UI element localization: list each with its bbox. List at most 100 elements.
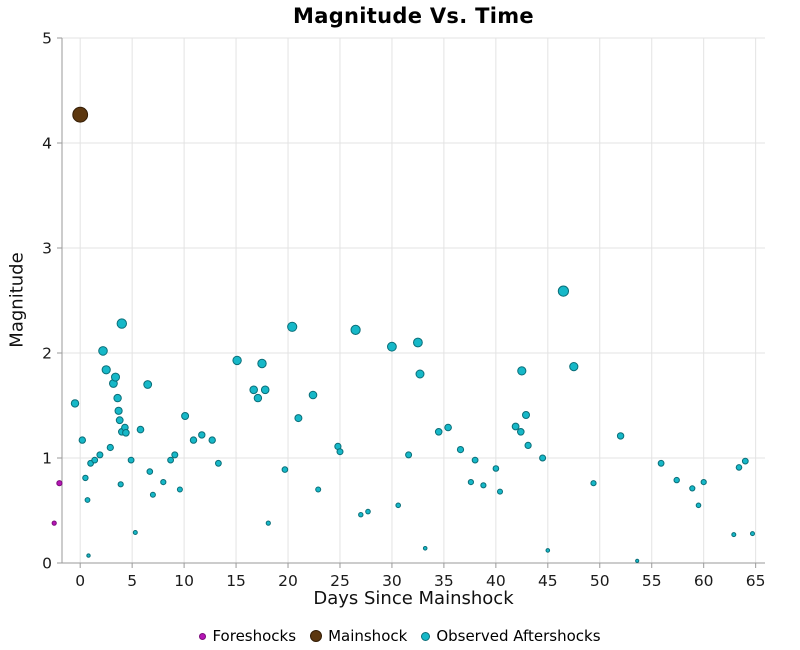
y-tick-label: 1 bbox=[42, 450, 52, 468]
aftershock-point bbox=[415, 369, 425, 379]
aftershock-point bbox=[456, 446, 465, 454]
aftershock-point bbox=[189, 436, 198, 444]
aftershock-point bbox=[167, 456, 175, 464]
legend-dot bbox=[199, 632, 207, 640]
aftershock-point bbox=[122, 429, 130, 437]
aftershock-point bbox=[265, 520, 271, 526]
x-tick-label: 65 bbox=[746, 572, 766, 590]
x-tick-label: 45 bbox=[538, 572, 558, 590]
aftershock-point bbox=[160, 479, 167, 486]
aftershock-point bbox=[281, 466, 289, 473]
aftershock-point bbox=[695, 502, 702, 509]
aftershock-point bbox=[146, 468, 154, 475]
aftershock-point bbox=[569, 362, 579, 372]
aftershock-point bbox=[78, 436, 87, 444]
chart-title: Magnitude Vs. Time bbox=[293, 4, 534, 28]
aftershock-point bbox=[471, 456, 479, 464]
aftershock-point bbox=[365, 508, 371, 515]
aftershock-point bbox=[117, 481, 124, 488]
aftershock-point bbox=[253, 393, 263, 403]
aftershock-point bbox=[84, 497, 91, 503]
legend-dot bbox=[421, 631, 431, 641]
aftershock-point bbox=[517, 366, 527, 376]
y-tick-label: 4 bbox=[42, 135, 52, 153]
x-axis-title: Days Since Mainshock bbox=[313, 588, 514, 609]
aftershock-point bbox=[82, 474, 89, 482]
aftershock-point bbox=[208, 436, 216, 444]
aftershock-point bbox=[114, 406, 123, 415]
aftershock-point bbox=[294, 414, 303, 423]
legend-item-observed-aftershocks[interactable]: Observed Aftershocks bbox=[421, 627, 601, 645]
aftershock-point bbox=[287, 321, 298, 332]
x-tick-label: 0 bbox=[75, 572, 85, 590]
aftershock-point bbox=[98, 346, 108, 356]
aftershock-point bbox=[101, 365, 111, 375]
aftershock-point bbox=[524, 441, 532, 449]
aftershock-point bbox=[215, 459, 222, 467]
x-tick-label: 55 bbox=[642, 572, 662, 590]
aftershock-point bbox=[308, 390, 318, 400]
aftershock-point bbox=[260, 385, 270, 395]
aftershock-point bbox=[511, 422, 520, 431]
aftershock-point bbox=[492, 465, 500, 472]
aftershock-point bbox=[171, 451, 179, 459]
aftershock-point bbox=[111, 372, 120, 382]
legend-label: Observed Aftershocks bbox=[436, 627, 601, 645]
aftershock-point bbox=[106, 443, 114, 452]
aftershock-point bbox=[480, 482, 487, 489]
legend-item-mainshock[interactable]: Mainshock bbox=[310, 627, 407, 645]
aftershock-point bbox=[497, 488, 503, 495]
legend-dot bbox=[310, 630, 323, 642]
legend-label: Mainshock bbox=[328, 627, 408, 645]
x-tick-label: 25 bbox=[330, 572, 350, 590]
x-tick-label: 5 bbox=[127, 572, 137, 590]
aftershock-point bbox=[336, 448, 344, 456]
aftershock-point bbox=[116, 318, 128, 329]
aftershock-point bbox=[517, 428, 525, 436]
aftershock-point bbox=[136, 425, 145, 434]
aftershock-point bbox=[590, 480, 597, 487]
y-tick-label: 0 bbox=[42, 555, 52, 573]
aftershock-point bbox=[358, 512, 364, 518]
aftershock-point bbox=[181, 412, 190, 420]
aftershock-point bbox=[735, 464, 743, 471]
aftershock-point bbox=[700, 479, 707, 486]
aftershock-point bbox=[405, 451, 413, 459]
aftershock-point bbox=[96, 451, 104, 459]
aftershock-point bbox=[750, 531, 755, 537]
aftershock-point bbox=[115, 416, 124, 425]
x-tick-label: 30 bbox=[382, 572, 402, 590]
aftershock-point bbox=[198, 431, 206, 439]
aftershock-point bbox=[673, 476, 680, 484]
aftershock-point bbox=[616, 432, 625, 440]
aftershock-point bbox=[545, 548, 551, 553]
aftershock-point bbox=[232, 355, 242, 366]
aftershock-point bbox=[689, 485, 696, 492]
legend-label: Foreshocks bbox=[212, 627, 297, 645]
aftershock-point bbox=[741, 457, 749, 465]
y-tick-label: 2 bbox=[42, 345, 52, 363]
aftershock-point bbox=[132, 530, 138, 535]
aftershock-point bbox=[557, 285, 570, 297]
aftershock-point bbox=[176, 486, 183, 493]
foreshock-point bbox=[56, 480, 63, 487]
legend-item-foreshocks[interactable]: Foreshocks bbox=[199, 627, 296, 645]
x-tick-label: 10 bbox=[174, 572, 194, 590]
x-tick-label: 40 bbox=[486, 572, 506, 590]
aftershock-point bbox=[467, 479, 474, 486]
aftershock-point bbox=[422, 546, 428, 551]
aftershock-point bbox=[149, 491, 156, 498]
x-tick-label: 20 bbox=[278, 572, 298, 590]
aftershock-point bbox=[70, 399, 80, 408]
aftershock-point bbox=[731, 532, 737, 538]
x-tick-label: 60 bbox=[694, 572, 714, 590]
y-tick-label: 3 bbox=[42, 240, 52, 258]
aftershock-point bbox=[249, 385, 258, 395]
aftershock-point bbox=[444, 423, 452, 432]
aftershock-point bbox=[395, 502, 402, 509]
aftershock-point bbox=[434, 428, 443, 436]
chart-legend: Foreshocks Mainshock Observed Aftershocks bbox=[0, 627, 800, 645]
aftershock-point bbox=[350, 324, 361, 335]
aftershock-point bbox=[635, 558, 640, 564]
aftershock-point bbox=[113, 393, 122, 403]
